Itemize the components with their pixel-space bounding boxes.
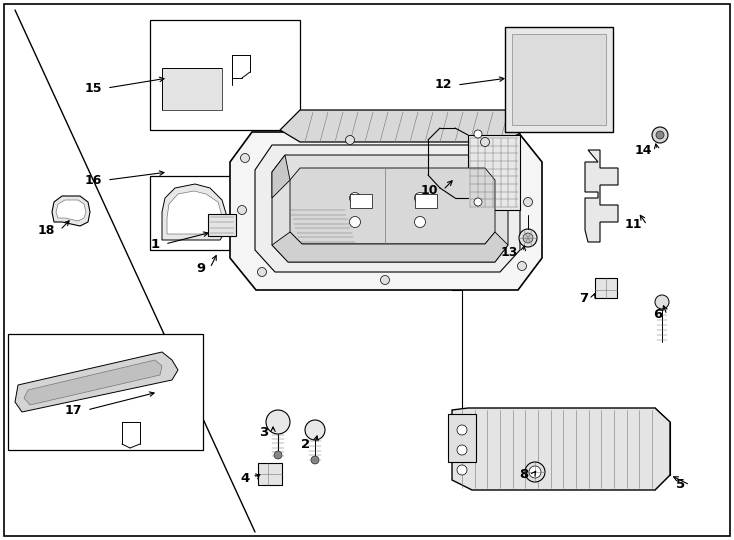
Text: 2: 2	[301, 437, 310, 450]
Text: 16: 16	[84, 173, 102, 186]
Bar	[162, 68, 222, 110]
Ellipse shape	[517, 261, 526, 271]
Ellipse shape	[266, 410, 290, 434]
Polygon shape	[15, 352, 178, 412]
Text: 5: 5	[676, 478, 685, 491]
Ellipse shape	[655, 295, 669, 309]
Bar	[512, 34, 606, 125]
Text: 7: 7	[579, 292, 588, 305]
Ellipse shape	[380, 275, 390, 285]
Text: 15: 15	[84, 82, 102, 94]
Polygon shape	[167, 191, 222, 234]
Bar	[258, 463, 282, 485]
Ellipse shape	[457, 445, 467, 455]
Text: 9: 9	[196, 261, 205, 274]
Ellipse shape	[523, 233, 533, 243]
Polygon shape	[290, 168, 495, 244]
Text: 12: 12	[435, 78, 452, 91]
Ellipse shape	[474, 130, 482, 138]
Ellipse shape	[349, 217, 360, 227]
Text: 4: 4	[241, 471, 250, 484]
Text: 10: 10	[421, 184, 438, 197]
Polygon shape	[230, 132, 542, 290]
Polygon shape	[56, 200, 86, 221]
Text: 18: 18	[37, 224, 55, 237]
Ellipse shape	[258, 267, 266, 276]
Bar	[208, 214, 236, 236]
Ellipse shape	[523, 198, 532, 206]
Text: 6: 6	[653, 308, 662, 321]
Ellipse shape	[656, 131, 664, 139]
Ellipse shape	[529, 466, 541, 478]
Ellipse shape	[274, 451, 282, 459]
Bar	[505, 27, 613, 132]
Ellipse shape	[457, 465, 467, 475]
Ellipse shape	[305, 420, 325, 440]
Ellipse shape	[346, 136, 355, 145]
Bar	[150, 176, 300, 250]
Polygon shape	[280, 110, 525, 142]
Ellipse shape	[241, 153, 250, 163]
Bar	[595, 278, 617, 298]
Bar	[415, 194, 437, 208]
Polygon shape	[272, 155, 508, 262]
Polygon shape	[255, 145, 520, 272]
Bar	[448, 414, 476, 462]
Ellipse shape	[311, 456, 319, 464]
Polygon shape	[272, 155, 290, 198]
Ellipse shape	[481, 138, 490, 146]
Text: 3: 3	[259, 426, 268, 438]
Ellipse shape	[415, 217, 426, 227]
Polygon shape	[585, 150, 618, 242]
Ellipse shape	[349, 192, 360, 204]
Ellipse shape	[415, 192, 426, 204]
Polygon shape	[52, 196, 90, 226]
Bar	[150, 20, 300, 130]
Ellipse shape	[238, 206, 247, 214]
Polygon shape	[24, 360, 162, 405]
Bar	[350, 194, 372, 208]
Text: 11: 11	[625, 219, 642, 232]
Bar	[8, 334, 203, 450]
Ellipse shape	[525, 462, 545, 482]
Text: 13: 13	[501, 246, 518, 259]
Text: 14: 14	[634, 144, 652, 157]
Text: 17: 17	[65, 403, 82, 416]
Text: 8: 8	[519, 469, 528, 482]
Polygon shape	[162, 184, 228, 240]
Ellipse shape	[652, 127, 668, 143]
Ellipse shape	[519, 229, 537, 247]
Polygon shape	[272, 232, 508, 262]
Polygon shape	[452, 408, 670, 490]
Ellipse shape	[457, 425, 467, 435]
Ellipse shape	[474, 198, 482, 206]
Text: 1: 1	[151, 238, 160, 251]
Bar	[468, 135, 520, 210]
